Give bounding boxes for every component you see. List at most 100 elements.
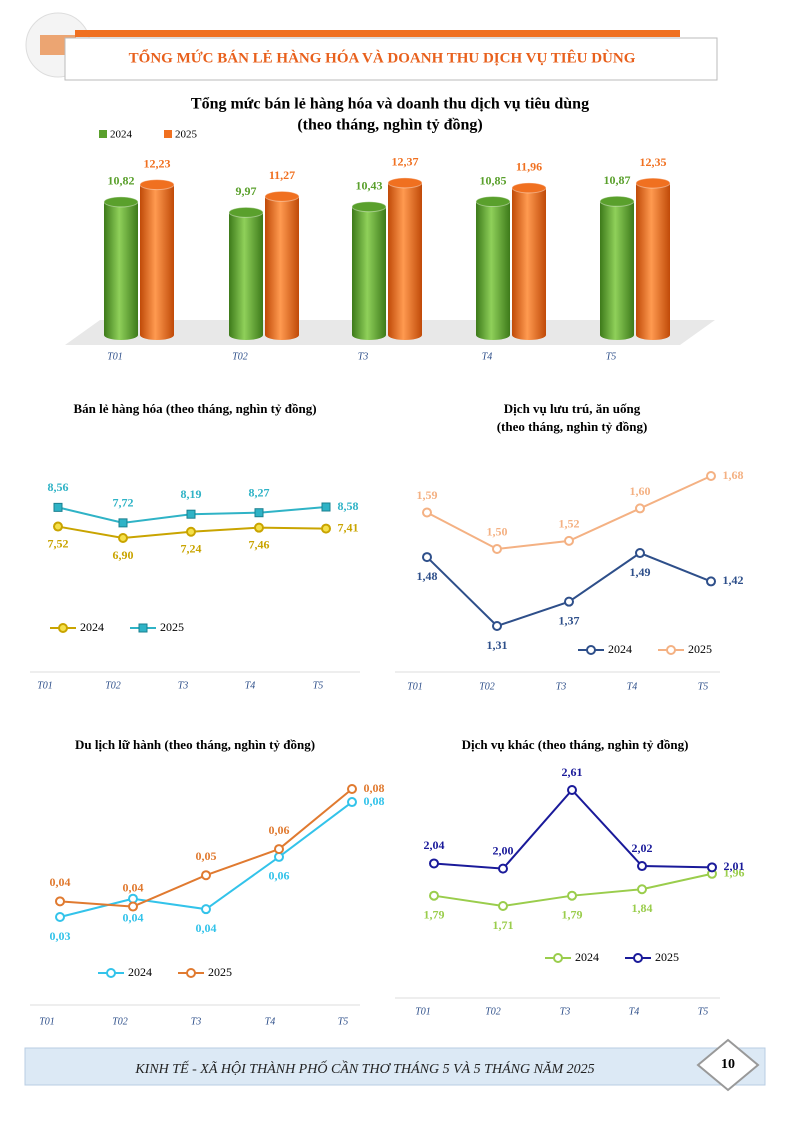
point (429, 858, 439, 869)
category-label: T02 (479, 681, 495, 692)
chart-title: Dịch vụ khác (theo tháng, nghìn tỷ đồng) (462, 737, 689, 752)
point (492, 621, 502, 631)
category-label: T02 (105, 680, 121, 691)
point (492, 543, 502, 554)
legend-swatch (99, 130, 107, 138)
category-label: T3 (358, 351, 369, 362)
point (422, 552, 432, 563)
point (186, 509, 196, 519)
value-label: 7,24 (181, 541, 202, 555)
bar (104, 201, 138, 335)
bar (140, 184, 174, 335)
category-label: T3 (178, 680, 189, 691)
category-label: T01 (407, 681, 423, 692)
bar-base (388, 330, 422, 340)
header-bar (75, 30, 680, 37)
category-label: T5 (606, 351, 617, 362)
value-label: 12,23 (144, 156, 171, 170)
chart-title: Bán lẻ hàng hóa (theo tháng, nghìn tỷ đồ… (73, 401, 316, 416)
value-label: 12,37 (392, 155, 419, 169)
bar (476, 201, 510, 335)
legend-label: 2025 (175, 129, 198, 141)
point (118, 518, 128, 528)
footer-box (24, 1047, 766, 1086)
point (564, 535, 574, 546)
page-number: 10 (721, 1057, 735, 1072)
value-label: 10,43 (356, 178, 383, 192)
legend-label: 2025 (655, 950, 679, 964)
point (254, 508, 264, 518)
value-label: 2,61 (562, 765, 583, 779)
category-label: T02 (485, 1006, 501, 1017)
bar-base (104, 330, 138, 340)
point (254, 522, 264, 533)
category-label: T4 (265, 1016, 276, 1027)
point (706, 471, 716, 481)
point (567, 890, 577, 901)
value-label: 2,02 (632, 841, 653, 855)
bar-base (636, 330, 670, 340)
point (635, 503, 645, 514)
footer-text: KINH TẾ - XÃ HỘI THÀNH PHỐ CẦN THƠ THÁNG… (134, 1059, 594, 1077)
bar (388, 182, 422, 335)
bar-top (475, 196, 511, 208)
legend-label: 2025 (160, 620, 184, 634)
value-label: 0,04 (50, 875, 71, 889)
legend-label: 2024 (575, 950, 599, 964)
legend-marker (138, 623, 148, 633)
chart-subtitle: (theo tháng, nghìn tỷ đồng) (297, 117, 482, 134)
point (55, 912, 65, 922)
value-label: 7,46 (249, 537, 270, 551)
bar (352, 206, 386, 335)
value-label: 7,52 (48, 536, 69, 550)
value-label: 8,58 (338, 499, 359, 513)
chart-title: Dịch vụ lưu trú, ăn uống (504, 401, 641, 416)
category-label: T3 (560, 1006, 571, 1017)
value-label: 1,79 (562, 907, 583, 921)
bar-base (229, 330, 263, 340)
category-label: T5 (698, 681, 709, 692)
point (347, 784, 357, 794)
value-label: 1,48 (417, 569, 438, 583)
point (429, 890, 439, 901)
category-label: T4 (482, 351, 493, 362)
legend-label: 2025 (208, 965, 232, 979)
chart-title: Tổng mức bán lẻ hàng hóa và doanh thu dị… (191, 96, 589, 113)
point (53, 502, 63, 512)
point (321, 502, 331, 512)
category-label: T01 (107, 351, 123, 362)
value-label: 1,37 (559, 613, 580, 627)
bar-top (264, 190, 300, 202)
bar-top (635, 177, 671, 189)
value-label: 10,87 (604, 173, 631, 187)
value-label: 1,52 (559, 517, 580, 531)
page-badge (696, 1038, 760, 1092)
value-label: 1,84 (632, 901, 653, 915)
bar (600, 201, 634, 335)
legend-marker (553, 953, 563, 963)
point (347, 797, 357, 808)
value-label: 7,41 (338, 520, 359, 534)
point (637, 884, 647, 895)
category-label: T5 (698, 1006, 709, 1017)
legend-marker (58, 623, 68, 633)
value-label: 1,31 (487, 638, 508, 652)
category-label: T01 (415, 1006, 431, 1017)
value-label: 1,68 (723, 468, 744, 482)
value-label: 1,50 (487, 525, 508, 539)
bar-top (139, 179, 175, 191)
value-label: 10,82 (108, 174, 135, 188)
bar-base (476, 330, 510, 340)
point (186, 526, 196, 537)
category-label: T02 (232, 351, 248, 362)
point (321, 523, 331, 534)
point (564, 596, 574, 607)
legend-marker (186, 968, 196, 978)
point (201, 870, 211, 881)
point (635, 548, 645, 559)
legend-label: 2024 (128, 965, 152, 979)
bar-base (512, 330, 546, 340)
category-label: T02 (112, 1016, 128, 1027)
value-label: 0,08 (364, 794, 385, 808)
